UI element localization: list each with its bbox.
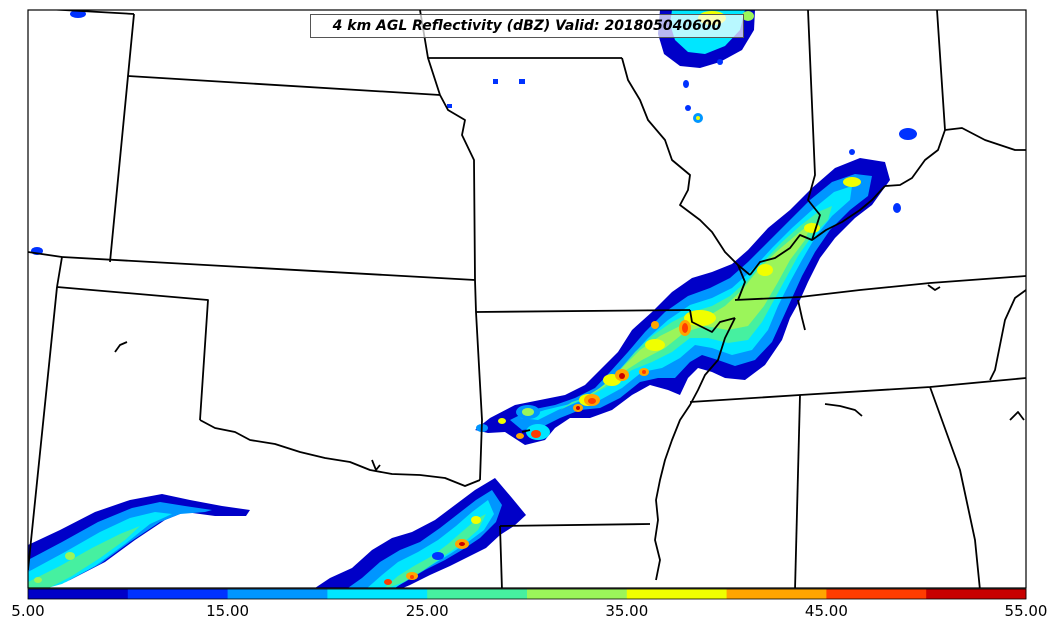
cell-mo-1 [493,79,498,84]
colorbar-outline [27,588,1027,600]
lake-tn [927,284,941,291]
sw-plume-core-2 [34,577,42,583]
border-mississippi-north [621,57,751,276]
cell-il-small-1b [696,116,700,120]
lake-ok [371,459,381,471]
colorbar [27,588,1027,600]
core-yellow-7 [843,177,861,187]
border-ky-wv [989,289,1026,381]
colorbar-segment [626,589,728,599]
kentucky-lake [797,299,806,331]
border-ohio-river [749,185,886,276]
map-title: 4 km AGL Reflectivity (dBZ) Valid: 20180… [310,14,744,38]
border-mo-ar [475,309,691,313]
colorbar-tick-label: 5.00 [11,602,45,620]
border-al-ga [929,386,981,588]
lake-al [824,403,863,417]
cell-in-2 [893,203,901,213]
colorbar-segment [926,589,1027,599]
border-ne-ks [127,75,441,96]
cell-in-3 [849,149,855,155]
cell-il-north-core-2 [742,11,754,21]
cell-ia-1 [70,10,86,18]
squall-line-band-15 [510,174,872,430]
cell-b-core [531,430,541,438]
cell-il-small-2 [683,80,689,88]
cell-mo-2 [519,79,525,84]
cell-e [516,433,524,439]
tx-core-4 [384,579,392,585]
tx-line-band-15 [347,490,502,588]
sw-plume-core-1 [65,552,75,560]
colorbar-segment [28,589,129,599]
colorbar-tick-label: 25.00 [405,602,449,620]
core-red-1 [682,323,688,333]
squall-line-band-35 [585,222,812,398]
lake-nm [114,341,128,353]
tx-line-band-30 [384,514,486,588]
colorbar-segment [127,589,229,599]
colorbar-tick-label: 35.00 [605,602,649,620]
border-ky-tn [734,275,1026,301]
border-wy-co [47,10,135,15]
tx-core-1r [459,542,465,546]
map-frame [27,9,1027,589]
tx-core-3r [410,575,414,579]
core-yellow-2 [645,339,665,351]
border-ks-ok [61,256,476,281]
core-red-4 [576,406,580,410]
tx-core-2 [432,552,444,560]
colorbar-segment [427,589,528,599]
reflectivity-field [28,10,917,588]
border-co-nm [28,251,63,258]
tx-line-band-25 [367,500,494,588]
border-ohio-east [944,127,1026,151]
core-orange-6 [651,321,659,329]
reservoir-ga [1009,411,1025,421]
colorbar-tick-label: 55.00 [1004,602,1048,620]
border-red-river [199,419,481,487]
core-red-5 [642,370,646,374]
cell-d [498,418,506,424]
border-ok-east [474,279,483,481]
cell-il-small-3 [717,59,723,65]
border-mississippi-south [654,317,736,581]
colorbar-tick-label: 45.00 [804,602,848,620]
tx-core-5 [471,516,481,524]
border-nm-north [56,256,63,288]
sw-plume-band-30 [28,526,140,588]
border-ks-mo [439,94,476,281]
cell-il-small-4 [685,105,691,111]
core-red-2 [619,373,625,379]
border-tx-la [499,525,503,588]
squall-line-band-25 [520,186,852,420]
colorbar-segment [327,589,428,599]
colorbar-segment [726,589,827,599]
core-red-3 [588,398,596,404]
colorbar-segment [227,589,328,599]
lake-tx-2 [521,429,531,433]
border-ok-panhandle [56,286,209,421]
colorbar-segment [527,589,628,599]
cell-in-1 [899,128,917,140]
core-yellow-5 [757,264,773,276]
border-ky-west [737,264,746,301]
cell-mo-3 [447,104,452,108]
border-ar-la [499,523,651,527]
colorbar-tick-label: 15.00 [206,602,250,620]
cell-a-core [522,408,534,416]
border-tn-south [689,377,1026,403]
border-nm-east [28,286,58,571]
border-il-in [807,10,821,241]
border-ms-al [794,394,801,588]
colorbar-segment [826,589,927,599]
border-mo-bootheel [689,309,736,333]
